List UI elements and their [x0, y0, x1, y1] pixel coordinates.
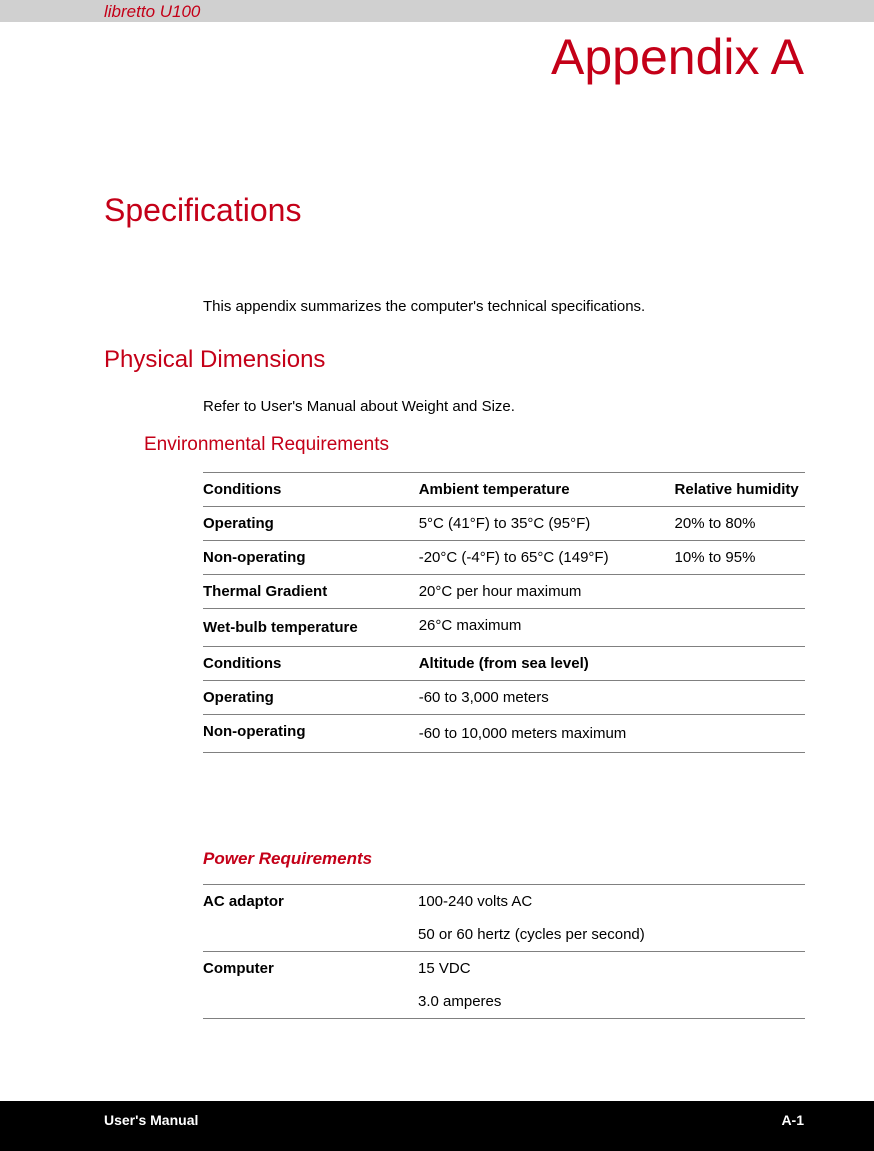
table-cell: 15 VDC	[418, 952, 805, 986]
table-cell	[675, 609, 805, 647]
table-row: Non-operating -20°C (-4°F) to 65°C (149°…	[203, 541, 805, 575]
table-header-cell: Conditions	[203, 473, 419, 507]
table-cell: 10% to 95%	[675, 541, 805, 575]
table-cell: 100-240 volts AC	[418, 885, 805, 919]
table-cell: 26°C maximum	[419, 609, 675, 647]
table-header-cell: Conditions	[203, 647, 419, 681]
product-name: libretto U100	[104, 2, 200, 22]
table-row: Operating -60 to 3,000 meters	[203, 681, 805, 715]
specifications-heading: Specifications	[104, 192, 301, 229]
table-cell	[675, 647, 805, 681]
environmental-heading: Environmental Requirements	[144, 434, 389, 456]
table-cell	[203, 918, 418, 952]
table-cell: AC adaptor	[203, 885, 418, 919]
table-header-row: Conditions Altitude (from sea level)	[203, 647, 805, 681]
table-header-cell: Altitude (from sea level)	[419, 647, 675, 681]
footer-page-number: A-1	[781, 1112, 804, 1128]
table-header-row: Conditions Ambient temperature Relative …	[203, 473, 805, 507]
table-cell: 50 or 60 hertz (cycles per second)	[418, 918, 805, 952]
table-row: Operating 5°C (41°F) to 35°C (95°F) 20% …	[203, 507, 805, 541]
table-cell: 20% to 80%	[675, 507, 805, 541]
physical-dimensions-heading: Physical Dimensions	[104, 346, 325, 374]
table-cell: Operating	[203, 681, 419, 715]
power-table: AC adaptor 100-240 volts AC 50 or 60 her…	[203, 884, 805, 1019]
environmental-table: Conditions Ambient temperature Relative …	[203, 472, 805, 753]
table-header-cell: Ambient temperature	[419, 473, 675, 507]
table-cell: Computer	[203, 952, 418, 986]
table-row: Computer 15 VDC	[203, 952, 805, 986]
table-cell: Wet-bulb temperature	[203, 609, 419, 647]
table-cell: Operating	[203, 507, 419, 541]
table-row: 3.0 amperes	[203, 985, 805, 1019]
appendix-title: Appendix A	[551, 28, 804, 86]
table-cell: Thermal Gradient	[203, 575, 419, 609]
table-cell	[203, 985, 418, 1019]
footer-left-text: User's Manual	[104, 1112, 198, 1128]
table-cell: 20°C per hour maximum	[419, 575, 675, 609]
table-cell: 3.0 amperes	[418, 985, 805, 1019]
intro-text: This appendix summarizes the computer's …	[203, 298, 645, 315]
power-requirements-heading: Power Requirements	[203, 849, 372, 869]
table-header-cell: Relative humidity	[675, 473, 805, 507]
table-cell	[675, 715, 805, 753]
table-row: 50 or 60 hertz (cycles per second)	[203, 918, 805, 952]
table-cell: -20°C (-4°F) to 65°C (149°F)	[419, 541, 675, 575]
table-row: Wet-bulb temperature 26°C maximum	[203, 609, 805, 647]
table-cell: -60 to 3,000 meters	[419, 681, 675, 715]
table-row: Thermal Gradient 20°C per hour maximum	[203, 575, 805, 609]
table-cell	[675, 681, 805, 715]
table-row: Non-operating -60 to 10,000 meters maxim…	[203, 715, 805, 753]
table-cell: -60 to 10,000 meters maximum	[419, 715, 675, 753]
table-cell: Non-operating	[203, 715, 419, 753]
document-page: libretto U100 Appendix A Specifications …	[0, 0, 874, 1151]
table-cell: Non-operating	[203, 541, 419, 575]
table-row: AC adaptor 100-240 volts AC	[203, 885, 805, 919]
table-cell	[675, 575, 805, 609]
refer-text: Refer to User's Manual about Weight and …	[203, 398, 515, 415]
table-cell: 5°C (41°F) to 35°C (95°F)	[419, 507, 675, 541]
